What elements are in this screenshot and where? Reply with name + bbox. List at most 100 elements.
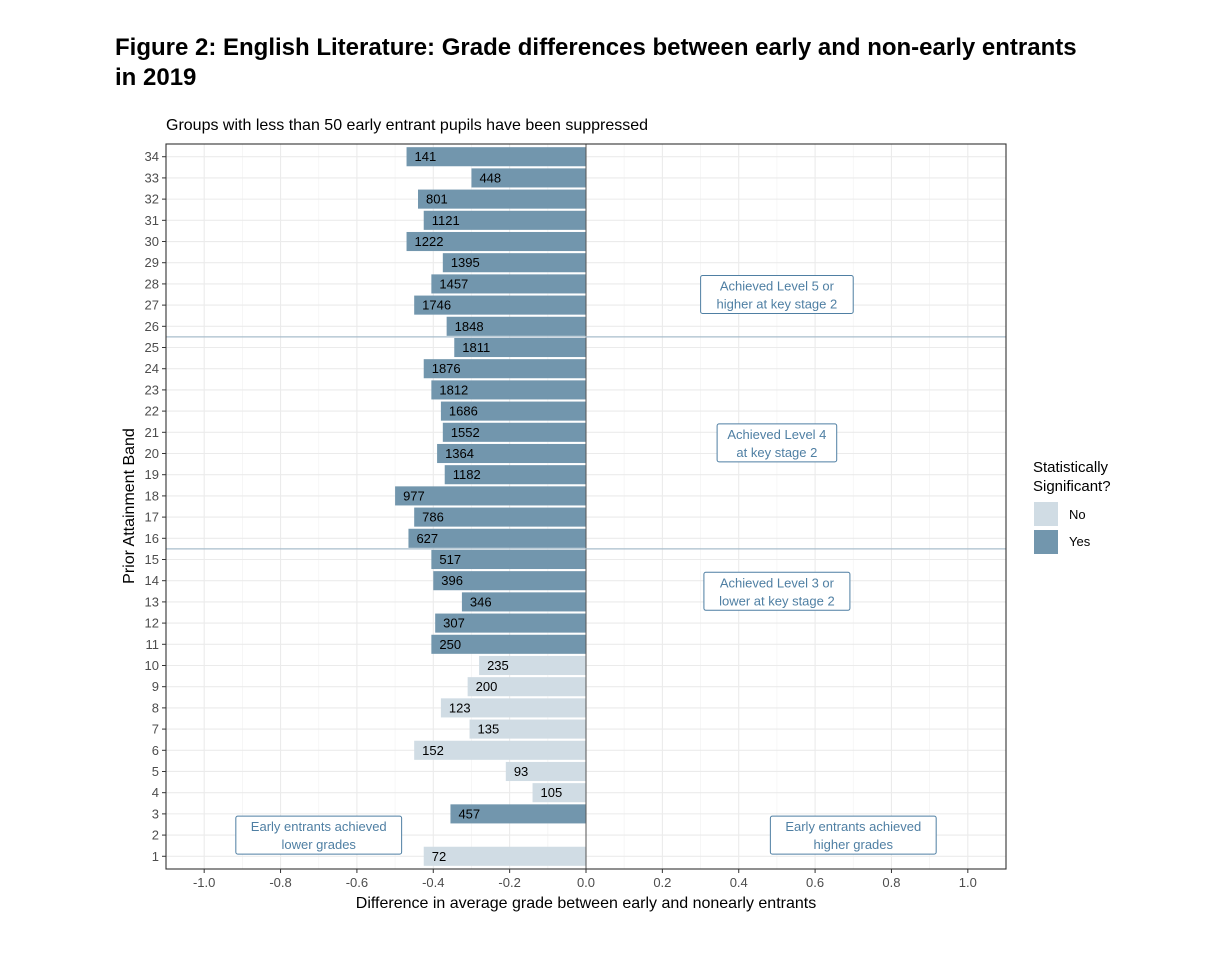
- bar-band-7: [469, 719, 586, 739]
- x-tick-label: -0.4: [422, 875, 444, 890]
- bar-band-16: [408, 528, 586, 548]
- y-tick-label: 1: [152, 849, 159, 864]
- legend-title-line2: Significant?: [1033, 478, 1111, 495]
- bar-label-band-11: 250: [439, 637, 461, 652]
- y-tick-label: 5: [152, 764, 159, 779]
- y-tick-label: 26: [145, 319, 159, 334]
- bar-label-band-34: 141: [415, 149, 437, 164]
- annotation-box-level3: [703, 571, 851, 611]
- y-tick-label: 7: [152, 722, 159, 737]
- bar-band-23: [431, 380, 586, 400]
- y-tick-label: 19: [145, 467, 159, 482]
- bar-band-17: [414, 507, 586, 527]
- y-tick-label: 23: [145, 382, 159, 397]
- bar-label-band-16: 627: [416, 531, 438, 546]
- bar-label-band-30: 1222: [415, 234, 444, 249]
- annotation-text-higher-line2: higher grades: [814, 837, 894, 852]
- x-tick-label: -0.8: [269, 875, 291, 890]
- x-tick-label: 0.2: [653, 875, 671, 890]
- x-tick-label: 0.0: [577, 875, 595, 890]
- bar-band-22: [440, 401, 586, 421]
- y-tick-label: 10: [145, 658, 159, 673]
- bar-label-band-23: 1812: [439, 382, 468, 397]
- y-tick-label: 32: [145, 192, 159, 207]
- y-tick-label: 20: [145, 446, 159, 461]
- bar-label-band-31: 1121: [432, 213, 460, 228]
- bar-band-31: [423, 210, 586, 230]
- y-tick-label: 33: [145, 170, 159, 185]
- bar-band-21: [442, 422, 586, 442]
- y-tick-label: 18: [145, 488, 159, 503]
- x-tick-label: -0.2: [498, 875, 520, 890]
- bar-band-4: [532, 783, 586, 803]
- bar-label-band-26: 1848: [455, 319, 484, 334]
- bar-label-band-9: 200: [476, 679, 498, 694]
- bar-band-20: [437, 443, 586, 464]
- y-tick-label: 29: [145, 255, 159, 270]
- y-tick-label: 13: [145, 594, 159, 609]
- bar-band-25: [454, 337, 586, 358]
- bar-band-33: [471, 168, 586, 188]
- x-tick-label: -1.0: [193, 875, 215, 890]
- y-tick-label: 11: [146, 637, 160, 652]
- annotation-text-level4-line1: Achieved Level 4: [727, 427, 826, 442]
- y-tick-label: 25: [145, 340, 159, 355]
- y-tick-label: 16: [145, 531, 159, 546]
- bar-band-13: [461, 592, 586, 612]
- bar-label-band-10: 235: [487, 658, 509, 673]
- y-tick-label: 14: [145, 573, 159, 588]
- bar-label-band-28: 1457: [439, 276, 468, 291]
- bar-label-band-15: 517: [439, 552, 461, 567]
- bar-label-band-22: 1686: [449, 404, 478, 419]
- bar-band-1: [423, 846, 586, 866]
- bar-label-band-20: 1364: [445, 446, 474, 461]
- bar-label-band-19: 1182: [453, 467, 481, 482]
- y-tick-label: 3: [152, 806, 159, 821]
- y-tick-label: 30: [145, 234, 159, 249]
- x-tick-label: 1.0: [959, 875, 977, 890]
- annotation-box-higher: [769, 815, 937, 855]
- bar-band-5: [505, 761, 586, 782]
- y-tick-label: 12: [145, 616, 159, 631]
- bar-band-14: [433, 571, 586, 591]
- bar-band-9: [467, 677, 586, 697]
- bar-band-32: [418, 189, 586, 209]
- legend-label-yes: Yes: [1069, 534, 1091, 549]
- y-tick-label: 24: [145, 361, 159, 376]
- bar-label-band-3: 457: [458, 806, 480, 821]
- legend-swatch-yes: [1034, 530, 1058, 554]
- bar-label-band-6: 152: [422, 743, 444, 758]
- bar-band-11: [431, 634, 586, 654]
- bar-band-27: [414, 295, 586, 315]
- y-tick-label: 2: [152, 828, 159, 843]
- bar-band-34: [406, 147, 586, 167]
- bar-band-30: [406, 231, 586, 252]
- x-tick-label: 0.8: [882, 875, 900, 890]
- bar-label-band-21: 1552: [451, 425, 480, 440]
- legend-swatch-no: [1034, 502, 1058, 526]
- bar-label-band-5: 93: [514, 764, 528, 779]
- bar-band-3: [450, 804, 586, 824]
- annotation-box-lower: [235, 815, 403, 855]
- y-tick-label: 31: [145, 213, 159, 228]
- y-tick-label: 6: [152, 743, 159, 758]
- bar-label-band-13: 346: [470, 594, 492, 609]
- y-tick-label: 8: [152, 700, 159, 715]
- annotation-text-lower-line2: lower grades: [282, 837, 357, 852]
- bar-label-band-18: 977: [403, 488, 425, 503]
- annotation-box-level4: [716, 423, 838, 463]
- x-tick-label: 0.6: [806, 875, 824, 890]
- x-tick-label: 0.4: [730, 875, 748, 890]
- bar-band-19: [444, 465, 586, 485]
- legend-label-no: No: [1069, 507, 1086, 522]
- bar-band-15: [431, 549, 586, 570]
- bar-label-band-33: 448: [479, 170, 501, 185]
- annotation-text-level5-line1: Achieved Level 5 or: [720, 279, 835, 294]
- bar-label-band-17: 786: [422, 510, 444, 525]
- y-tick-label: 15: [145, 552, 159, 567]
- y-axis-label: Prior Attainment Band: [121, 428, 138, 584]
- y-tick-label: 34: [145, 149, 159, 164]
- annotation-text-higher-line1: Early entrants achieved: [785, 819, 921, 834]
- bar-band-6: [414, 740, 586, 760]
- bar-band-12: [435, 613, 586, 633]
